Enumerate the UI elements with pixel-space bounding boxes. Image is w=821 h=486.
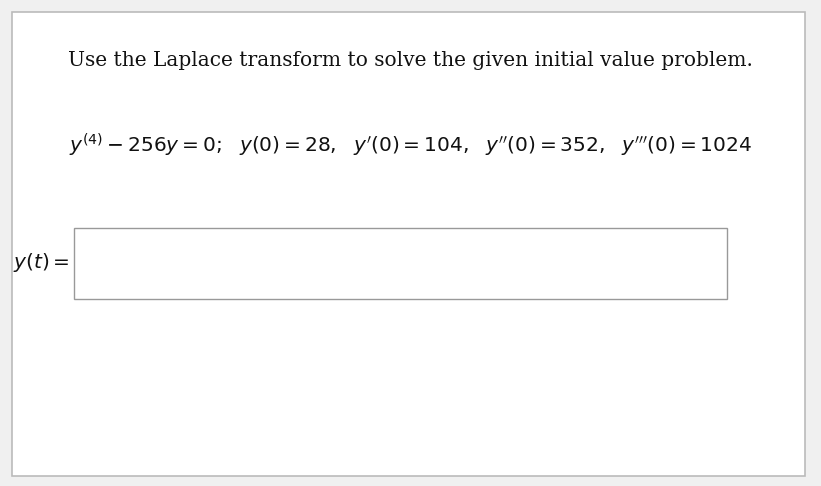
Text: $y(t) =$: $y(t) =$ [13,251,70,274]
Text: $y^{(4)} - 256y = 0;\ \ y(0) = 28,\ \ y'(0) = 104,\ \ y''(0) = 352,\ \ y'''(0) =: $y^{(4)} - 256y = 0;\ \ y(0) = 28,\ \ y'… [69,132,752,159]
Text: Use the Laplace transform to solve the given initial value problem.: Use the Laplace transform to solve the g… [68,51,753,70]
FancyBboxPatch shape [12,12,805,476]
FancyBboxPatch shape [74,228,727,299]
